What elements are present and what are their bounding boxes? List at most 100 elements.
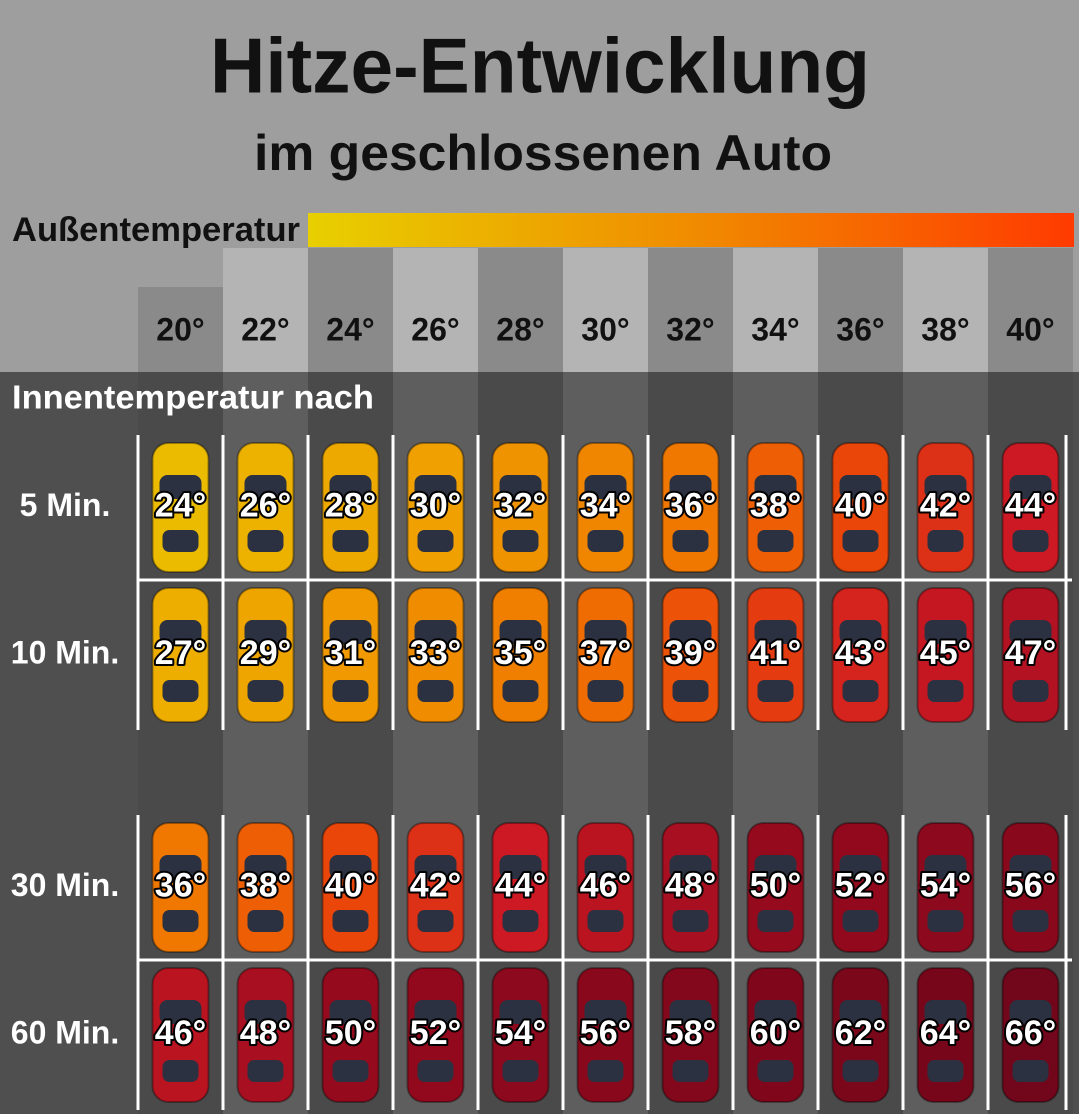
cell-value: 28° bbox=[325, 486, 376, 524]
car-windshield bbox=[584, 475, 627, 499]
car: 42° bbox=[406, 822, 465, 953]
column-label: 28° bbox=[496, 311, 544, 347]
cell-value: 47° bbox=[1005, 634, 1056, 672]
car: 54° bbox=[491, 967, 550, 1103]
column-label: 40° bbox=[1006, 311, 1054, 347]
car-rear-window bbox=[502, 1060, 539, 1082]
cell-value: 54° bbox=[920, 866, 971, 904]
car-rear-window bbox=[417, 680, 454, 702]
car-windshield bbox=[244, 1000, 287, 1024]
car-windshield bbox=[839, 620, 882, 644]
car-rear-window bbox=[927, 910, 964, 932]
car-windshield bbox=[499, 475, 542, 499]
column-label: 36° bbox=[836, 311, 884, 347]
title: Hitze-Entwicklung bbox=[210, 22, 870, 110]
car-windshield bbox=[329, 855, 372, 879]
car: 42° bbox=[916, 442, 975, 573]
car-rear-window bbox=[757, 530, 794, 552]
car-windshield bbox=[244, 620, 287, 644]
cell-value: 30° bbox=[410, 486, 461, 524]
column-label: 32° bbox=[666, 311, 714, 347]
car-rear-window bbox=[927, 530, 964, 552]
car-rear-window bbox=[502, 680, 539, 702]
column-stripe bbox=[478, 248, 563, 372]
subtitle: im geschlossenen Auto bbox=[254, 125, 832, 181]
car-windshield bbox=[584, 1000, 627, 1024]
car-rear-window bbox=[927, 1060, 964, 1082]
cell-value: 34° bbox=[580, 486, 631, 524]
car: 47° bbox=[1001, 587, 1060, 723]
cell-value: 37° bbox=[580, 634, 631, 672]
row-label: 10 Min. bbox=[11, 634, 119, 670]
car: 38° bbox=[236, 822, 295, 953]
car-windshield bbox=[924, 475, 967, 499]
row-label: 30 Min. bbox=[11, 867, 119, 903]
car-rear-window bbox=[247, 530, 284, 552]
car-windshield bbox=[669, 1000, 712, 1024]
car: 50° bbox=[321, 967, 380, 1103]
cell-value: 32° bbox=[495, 486, 546, 524]
cell-value: 33° bbox=[410, 634, 461, 672]
car-rear-window bbox=[247, 1060, 284, 1082]
car: 52° bbox=[831, 822, 890, 953]
column-label: 24° bbox=[326, 311, 374, 347]
column-label: 30° bbox=[581, 311, 629, 347]
car: 58° bbox=[661, 967, 720, 1103]
cell-value: 52° bbox=[835, 866, 886, 904]
car-windshield bbox=[499, 620, 542, 644]
cell-value: 45° bbox=[920, 634, 971, 672]
car: 62° bbox=[831, 967, 890, 1103]
car: 30° bbox=[406, 442, 465, 573]
car-rear-window bbox=[757, 910, 794, 932]
car-windshield bbox=[754, 855, 797, 879]
column-stripe bbox=[563, 248, 648, 372]
car-windshield bbox=[1009, 855, 1052, 879]
car: 50° bbox=[746, 822, 805, 953]
car-windshield bbox=[754, 1000, 797, 1024]
car-rear-window bbox=[332, 680, 369, 702]
car-windshield bbox=[839, 475, 882, 499]
cell-value: 42° bbox=[410, 866, 461, 904]
car: 48° bbox=[236, 967, 295, 1103]
car: 66° bbox=[1001, 967, 1060, 1103]
cell-value: 38° bbox=[240, 866, 291, 904]
car-rear-window bbox=[757, 680, 794, 702]
car-rear-window bbox=[162, 530, 199, 552]
car: 43° bbox=[831, 587, 890, 723]
car-rear-window bbox=[672, 1060, 709, 1082]
car: 32° bbox=[491, 442, 550, 573]
cell-value: 26° bbox=[240, 486, 291, 524]
column-label: 20° bbox=[156, 311, 204, 347]
car-windshield bbox=[329, 475, 372, 499]
car: 36° bbox=[151, 822, 210, 953]
cell-value: 35° bbox=[495, 634, 546, 672]
car: 27° bbox=[151, 587, 210, 723]
car: 46° bbox=[576, 822, 635, 953]
car: 24° bbox=[151, 442, 210, 573]
cell-value: 54° bbox=[495, 1014, 546, 1052]
car: 54° bbox=[916, 822, 975, 953]
row-label: 60 Min. bbox=[11, 1014, 119, 1050]
car-windshield bbox=[159, 1000, 202, 1024]
car-windshield bbox=[584, 855, 627, 879]
car-rear-window bbox=[247, 680, 284, 702]
car-windshield bbox=[1009, 620, 1052, 644]
car-rear-window bbox=[587, 680, 624, 702]
car: 46° bbox=[151, 967, 210, 1103]
car-rear-window bbox=[1012, 910, 1049, 932]
column-stripe bbox=[223, 248, 308, 372]
car-windshield bbox=[669, 855, 712, 879]
car-rear-window bbox=[1012, 1060, 1049, 1082]
car-windshield bbox=[414, 620, 457, 644]
cell-value: 50° bbox=[750, 866, 801, 904]
car: 28° bbox=[321, 442, 380, 573]
car: 56° bbox=[1001, 822, 1060, 953]
car-windshield bbox=[584, 620, 627, 644]
column-stripe bbox=[393, 248, 478, 372]
car-windshield bbox=[329, 620, 372, 644]
car-rear-window bbox=[162, 680, 199, 702]
car-rear-window bbox=[417, 530, 454, 552]
car-windshield bbox=[754, 620, 797, 644]
legend-label: Außentemperatur bbox=[12, 211, 300, 249]
car-windshield bbox=[329, 1000, 372, 1024]
